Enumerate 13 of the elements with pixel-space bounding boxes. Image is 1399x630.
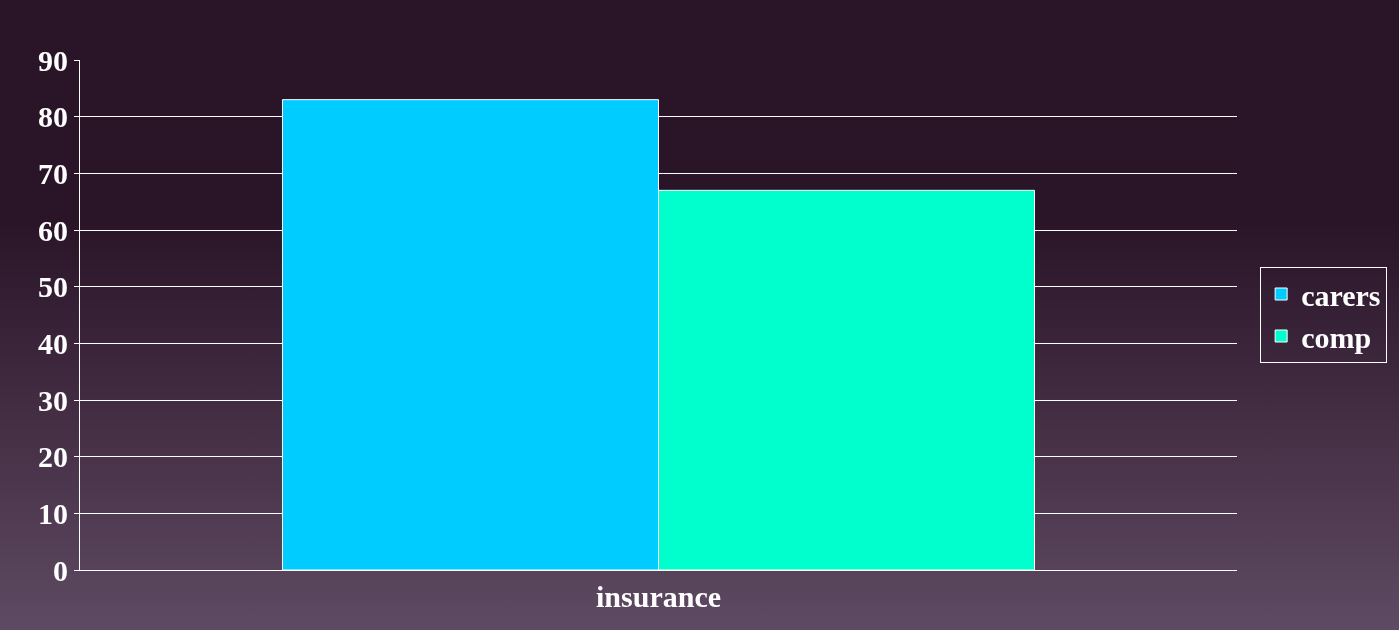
legend-label: comp [1301,320,1372,354]
y-tick-label: 60 [38,213,68,247]
x-tick-label: insurance [595,580,722,613]
legend-label: carers [1301,278,1381,312]
y-tick-label: 30 [38,383,68,417]
y-tick-label: 10 [38,496,68,530]
y-tick-label: 20 [38,440,68,474]
y-tick-label: 80 [38,100,68,134]
y-tick-label: 70 [38,156,68,190]
y-tick-label: 50 [38,270,68,304]
y-tick-label: 90 [38,43,68,77]
y-tick-label: 40 [38,326,68,360]
y-tick-label: 0 [53,553,68,587]
